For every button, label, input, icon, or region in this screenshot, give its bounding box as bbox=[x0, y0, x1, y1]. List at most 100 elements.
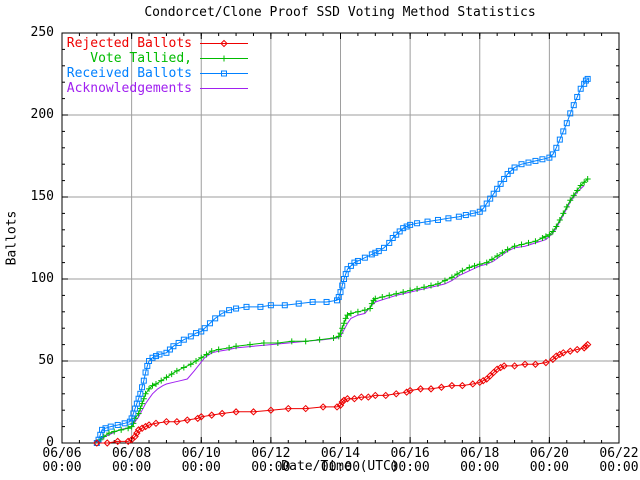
series-line-acknowledgements bbox=[96, 185, 585, 444]
y-tick-label: 50 bbox=[38, 353, 54, 368]
square-marker bbox=[347, 262, 354, 269]
x-tick-label: 06/14 00:00 bbox=[311, 447, 371, 475]
plus-marker bbox=[560, 210, 567, 217]
plus-marker bbox=[187, 361, 194, 368]
plus-marker bbox=[372, 295, 379, 302]
plus-marker bbox=[400, 289, 407, 296]
y-tick-label: 250 bbox=[30, 25, 54, 40]
plus-marker bbox=[567, 197, 574, 204]
square-marker bbox=[267, 302, 274, 309]
diamond-marker bbox=[479, 376, 487, 385]
plus-marker bbox=[494, 253, 501, 260]
diamond-marker bbox=[301, 404, 310, 413]
plus-marker bbox=[448, 274, 455, 281]
square-marker bbox=[149, 354, 156, 361]
plus-marker bbox=[173, 367, 180, 374]
x-tick-date: 06/16 bbox=[390, 446, 430, 461]
diamond-marker bbox=[336, 401, 345, 409]
square-marker bbox=[508, 167, 515, 174]
y-tick-label: 0 bbox=[46, 435, 54, 450]
diamond-marker bbox=[416, 385, 425, 393]
square-marker bbox=[469, 210, 476, 217]
square-marker bbox=[126, 418, 133, 425]
legend-item-vote-tallied: Vote Tallied, bbox=[66, 51, 252, 66]
diamond-marker bbox=[113, 437, 122, 446]
diamond-marker bbox=[162, 417, 171, 426]
diamond-marker bbox=[340, 396, 348, 405]
x-axis-label: Date/Time (UTC) bbox=[281, 459, 399, 474]
square-marker bbox=[142, 369, 149, 376]
square-marker bbox=[396, 228, 403, 235]
x-tick-time: 00:00 bbox=[460, 460, 500, 475]
y-tick-label: 200 bbox=[30, 107, 54, 122]
diamond-marker bbox=[173, 417, 181, 426]
plus-marker bbox=[288, 338, 295, 345]
x-tick-label: 06/08 00:00 bbox=[102, 447, 162, 475]
plus-marker bbox=[354, 308, 361, 315]
plus-marker bbox=[471, 262, 478, 269]
diamond-marker bbox=[489, 368, 498, 377]
plus-marker bbox=[111, 428, 118, 435]
x-tick-time: 00:00 bbox=[320, 460, 361, 475]
square-marker bbox=[354, 257, 361, 264]
square-marker bbox=[281, 302, 288, 309]
diamond-marker bbox=[103, 439, 111, 447]
plus-marker bbox=[421, 284, 428, 291]
diamond-marker bbox=[542, 358, 550, 367]
square-marker bbox=[494, 185, 501, 192]
square-marker bbox=[511, 164, 518, 171]
plus-marker bbox=[226, 344, 233, 351]
square-marker bbox=[501, 175, 508, 182]
diamond-marker bbox=[573, 345, 581, 354]
square-marker bbox=[107, 423, 114, 430]
x-tick-label: 06/16 00:00 bbox=[380, 447, 440, 475]
square-marker bbox=[309, 298, 316, 305]
square-marker bbox=[201, 325, 208, 332]
diamond-marker bbox=[556, 350, 564, 359]
plus-marker bbox=[337, 330, 344, 337]
diamond-marker bbox=[141, 422, 150, 431]
square-marker bbox=[549, 151, 556, 158]
diamond-marker bbox=[552, 352, 561, 360]
square-marker bbox=[334, 297, 341, 304]
x-tick-label: 06/06 00:00 bbox=[32, 447, 92, 475]
plus-marker bbox=[361, 307, 368, 314]
x-tick-time: 00:00 bbox=[390, 460, 430, 475]
x-tick-date: 06/06 bbox=[42, 446, 82, 461]
diamond-marker bbox=[500, 362, 508, 370]
diamond-marker bbox=[194, 414, 202, 423]
square-marker bbox=[257, 303, 264, 310]
square-marker bbox=[434, 216, 441, 223]
plus-marker bbox=[407, 287, 414, 294]
square-marker bbox=[518, 161, 525, 168]
diamond-marker bbox=[232, 408, 240, 416]
plus-marker bbox=[483, 259, 490, 266]
legend-label: Rejected Ballots bbox=[66, 36, 192, 51]
square-marker bbox=[386, 239, 393, 246]
square-marker bbox=[553, 144, 560, 151]
diamond-marker bbox=[249, 408, 258, 416]
plus-marker bbox=[100, 433, 107, 440]
plus-marker bbox=[570, 192, 577, 199]
legend-sample-rejected-ballots bbox=[200, 39, 248, 48]
plus-marker bbox=[499, 249, 506, 256]
diamond-marker bbox=[402, 388, 411, 396]
diamond-marker bbox=[559, 349, 568, 357]
diamond-marker bbox=[382, 391, 390, 400]
plus-marker bbox=[203, 351, 210, 358]
square-marker bbox=[156, 351, 163, 358]
plus-marker bbox=[260, 339, 267, 346]
plus-marker bbox=[367, 305, 374, 312]
x-tick-date: 06/14 bbox=[320, 446, 361, 461]
diamond-marker bbox=[131, 432, 139, 441]
diamond-marker bbox=[483, 375, 491, 383]
y-axis-label: Ballots bbox=[4, 210, 20, 266]
diamond-marker bbox=[496, 363, 505, 372]
plus-marker bbox=[302, 338, 309, 345]
diamond-marker bbox=[357, 393, 366, 401]
diamond-marker bbox=[127, 436, 136, 444]
square-marker bbox=[152, 353, 159, 360]
plus-marker bbox=[584, 175, 591, 182]
plus-marker bbox=[274, 339, 281, 346]
